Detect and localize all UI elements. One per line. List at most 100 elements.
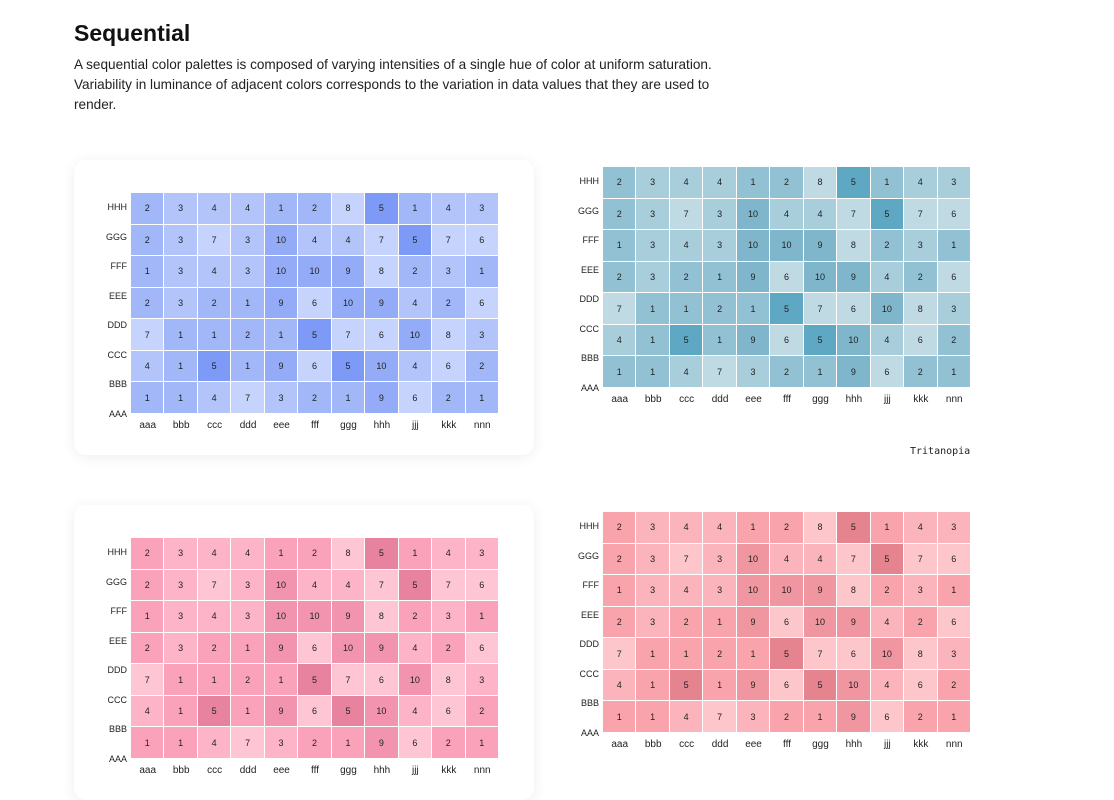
heatmap-cell: 2 [770, 167, 804, 199]
heatmap-cell: 9 [264, 695, 299, 728]
heatmap-cell: 3 [231, 224, 265, 257]
heatmap-cell: 10 [736, 543, 771, 576]
row-label: EEE [108, 635, 127, 646]
heatmap-cell: 4 [803, 543, 838, 576]
heatmap-cell: 4 [669, 701, 704, 733]
column-label: fff [311, 765, 319, 776]
heatmap-cell: 5 [803, 669, 838, 702]
row-label: CCC [579, 323, 600, 334]
heatmap-cell: 7 [331, 664, 366, 696]
heatmap-cell: 4 [870, 606, 905, 639]
heatmap-cell: 10 [736, 230, 771, 262]
column-label: aaa [139, 765, 157, 776]
heatmap-cell: 6 [432, 695, 466, 728]
heatmap-cell: 1 [164, 382, 198, 414]
column-label: ccc [207, 765, 223, 776]
heatmap-cell: 6 [298, 350, 332, 383]
heatmap-cell: 3 [703, 198, 737, 231]
row-label: HHH [107, 202, 128, 212]
heatmap-cell: 2 [904, 356, 938, 388]
column-label: ddd [239, 420, 257, 431]
heatmap-cell: 1 [264, 664, 299, 696]
heatmap-cell: 6 [298, 695, 332, 728]
heatmap-cell: 7 [603, 638, 637, 670]
heatmap-cell: 5 [331, 695, 366, 728]
heatmap-cell: 3 [636, 543, 670, 576]
heatmap-cell: 3 [465, 319, 499, 351]
heatmap-cell: 1 [636, 701, 670, 733]
column-label: ccc [679, 739, 695, 750]
row-label: DDD [579, 639, 600, 650]
heatmap-cell: 3 [164, 538, 198, 570]
heatmap-cell: 3 [231, 569, 265, 602]
heatmap-cell: 7 [669, 198, 704, 231]
heatmap-cell: 3 [904, 575, 938, 607]
heatmap-cell: 4 [669, 356, 704, 388]
heatmap-cell: 3 [736, 701, 771, 733]
heatmap-cell: 2 [131, 193, 165, 225]
column-label: eee [745, 739, 762, 750]
heatmap-cell: 1 [465, 256, 499, 288]
heatmap-cell: 1 [870, 512, 905, 544]
row-label: GGG [577, 205, 599, 216]
heatmap-cell: 1 [703, 261, 737, 294]
column-label: jjj [884, 394, 891, 405]
heatmap-cell: 5 [398, 569, 433, 602]
heatmap-cell: 2 [904, 261, 938, 294]
heatmap-cell: 2 [131, 224, 165, 257]
row-label: FFF [110, 606, 128, 617]
heatmap-cell: 3 [937, 638, 971, 670]
heatmap-cell: 6 [837, 293, 871, 325]
heatmap-cell: 1 [669, 638, 704, 670]
heatmap-cell: 1 [603, 575, 637, 607]
column-label: ggg [340, 420, 357, 431]
heatmap-cell: 8 [837, 230, 871, 262]
heatmap-cell: 6 [870, 356, 905, 388]
heatmap-cell: 1 [131, 256, 165, 288]
heatmap-cell: 5 [365, 193, 399, 225]
heatmap-cell: 1 [164, 664, 198, 696]
heatmap-cell: 7 [904, 543, 938, 576]
column-label: hhh [373, 420, 391, 431]
heatmap-cell: 3 [636, 261, 670, 294]
heatmap-cell: 3 [164, 287, 198, 320]
heatmap-cell: 3 [937, 512, 971, 544]
heatmap-cell: 7 [703, 701, 737, 733]
heatmap-cell: 1 [636, 293, 670, 325]
heatmap-cell: 4 [197, 256, 232, 288]
column-label: jjj [884, 739, 891, 750]
heatmap-cell: 1 [131, 601, 165, 633]
heatmap-cell: 1 [603, 356, 637, 388]
heatmap-cell: 4 [669, 512, 704, 544]
heatmap-cell: 3 [465, 538, 499, 570]
heatmap-cell: 4 [197, 538, 232, 570]
heatmap-cell: 3 [264, 382, 299, 414]
row-label: DDD [107, 320, 128, 331]
heatmap-cell: 2 [770, 701, 804, 733]
heatmap-cell: 3 [703, 575, 737, 607]
heatmap-cell: 3 [164, 193, 198, 225]
heatmap-cell: 2 [669, 606, 704, 639]
heatmap-cell: 4 [432, 538, 466, 570]
column-label: eee [745, 394, 762, 405]
row-label: FFF [110, 261, 128, 272]
heatmap-teal: 2 3 4 4 1 2 8 5 1 4 3 2 3 7 3 10 4 4 7 5 7 6 1 3 4 3 10 10 9 8 2 3 1 2 3 2 1… [578, 167, 971, 405]
heatmap-cell: 6 [365, 319, 399, 351]
heatmap-cell: 4 [197, 601, 232, 633]
row-label: EEE [108, 290, 127, 301]
heatmap-cell: 7 [131, 319, 165, 351]
heatmap-cell: 2 [231, 664, 265, 696]
heatmap-cell: 1 [636, 669, 670, 702]
heatmap-cell: 9 [736, 324, 771, 357]
heatmap-blue: 2 3 4 4 1 2 8 5 1 4 3 2 3 7 3 10 4 4 7 5 7 6 1 3 4 3 10 10 9 8 2 3 1 2 3 2 1… [106, 193, 499, 431]
column-label: nnn [945, 394, 963, 405]
heatmap-cell: 4 [398, 350, 433, 383]
heatmap-cell: 4 [603, 669, 637, 702]
heatmap-cell: 4 [870, 324, 905, 357]
heatmap-cell: 10 [770, 230, 804, 262]
heatmap-cell: 1 [231, 287, 265, 320]
row-label: GGG [577, 550, 599, 561]
heatmap-cell: 1 [164, 319, 198, 351]
column-label: bbb [644, 739, 662, 750]
heatmap-cell: 6 [398, 382, 433, 414]
